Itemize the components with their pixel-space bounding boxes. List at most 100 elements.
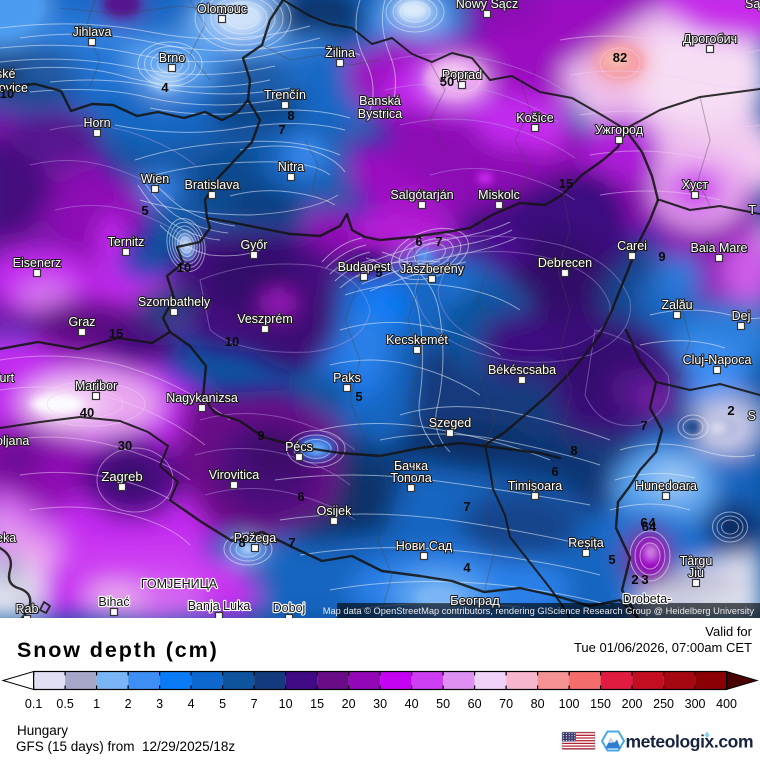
svg-text:Нови Сад: Нови Сад <box>396 539 453 553</box>
svg-text:Paks: Paks <box>333 371 361 385</box>
svg-text:Timișoara: Timișoara <box>509 480 563 494</box>
svg-text:Baia Mare: Baia Mare <box>692 242 749 256</box>
svg-text:6: 6 <box>551 464 558 479</box>
svg-text:Hunedoara: Hunedoara <box>635 479 697 493</box>
svg-text:T: T <box>748 203 756 217</box>
svg-text:Нови Сад: Нови Сад <box>397 540 454 554</box>
svg-text:15: 15 <box>109 326 123 341</box>
svg-text:Dej: Dej <box>733 310 752 324</box>
svg-text:Bratislava: Bratislava <box>185 178 240 192</box>
svg-text:Sącz: Sącz <box>745 0 760 11</box>
svg-text:Bystrica: Bystrica <box>358 107 403 121</box>
svg-text:50: 50 <box>440 74 454 89</box>
svg-text:Бачка: Бачка <box>395 460 429 474</box>
svg-text:Salgótarján: Salgótarján <box>392 189 455 203</box>
svg-text:Reșița: Reșița <box>569 537 604 551</box>
svg-text:8: 8 <box>238 535 245 550</box>
svg-text:2: 2 <box>631 572 638 587</box>
svg-text:Jászberény: Jászberény <box>401 263 466 277</box>
svg-text:5: 5 <box>355 389 362 404</box>
svg-text:Map data © OpenStreetMap contr: Map data © OpenStreetMap contributors, r… <box>323 606 755 616</box>
svg-text:Târgu: Târgu <box>681 555 714 569</box>
svg-text:Brno: Brno <box>160 52 186 66</box>
svg-text:meteologix.com: meteologix.com <box>626 732 754 752</box>
svg-text:Nagykanizsa: Nagykanizsa <box>166 391 238 405</box>
svg-text:Zalău: Zalău <box>663 299 694 313</box>
svg-text:5: 5 <box>141 203 148 218</box>
svg-text:1: 1 <box>93 697 100 711</box>
svg-text:4: 4 <box>188 697 195 711</box>
svg-text:7: 7 <box>463 499 470 514</box>
svg-text:Požega: Požega <box>235 532 277 546</box>
svg-text:4: 4 <box>648 515 656 530</box>
svg-text:Хуст: Хуст <box>683 179 709 193</box>
svg-text:Budapest: Budapest <box>338 260 391 274</box>
svg-text:Топола: Топола <box>390 471 431 485</box>
svg-text:Szeged: Szeged <box>429 416 471 430</box>
svg-text:Banská: Banská <box>359 94 401 108</box>
svg-text:Târgu: Târgu <box>680 554 713 568</box>
svg-text:Ternitz: Ternitz <box>109 236 146 250</box>
svg-text:7: 7 <box>278 122 285 137</box>
svg-text:7: 7 <box>640 418 647 433</box>
svg-text:Dej: Dej <box>732 309 751 323</box>
svg-text:Carei: Carei <box>617 239 647 253</box>
svg-text:Žilina: Žilina <box>326 46 356 61</box>
svg-text:20: 20 <box>342 697 356 711</box>
svg-text:2: 2 <box>125 697 132 711</box>
svg-text:Veszprém: Veszprém <box>237 312 293 326</box>
svg-text:Cluj-Napoca: Cluj-Napoca <box>684 354 753 368</box>
svg-text:Ужгород: Ужгород <box>596 124 645 138</box>
svg-text:Nowy Sącz: Nowy Sącz <box>457 0 520 12</box>
svg-text:Ternitz: Ternitz <box>108 235 145 249</box>
svg-text:Хуст: Хуст <box>682 178 708 192</box>
svg-text:jovice: jovice <box>0 81 28 95</box>
svg-text:Ужгород: Ужгород <box>595 123 644 137</box>
svg-text:15: 15 <box>559 176 573 191</box>
svg-text:Požega: Požega <box>234 531 276 545</box>
svg-text:Pécs: Pécs <box>286 441 314 455</box>
svg-text:4: 4 <box>463 560 471 575</box>
svg-text:Maribor: Maribor <box>76 380 118 394</box>
svg-text:10: 10 <box>279 697 293 711</box>
svg-text:Nagykanizsa: Nagykanizsa <box>167 392 239 406</box>
svg-text:Eisenerz: Eisenerz <box>13 256 62 270</box>
svg-text:Cluj-Napoca: Cluj-Napoca <box>683 353 752 367</box>
svg-text:Nowy Sącz: Nowy Sącz <box>456 0 519 11</box>
svg-text:Miskolc: Miskolc <box>478 188 520 202</box>
svg-text:Reșița: Reșița <box>568 536 603 550</box>
svg-text:Virovitica: Virovitica <box>210 469 261 483</box>
svg-text:2: 2 <box>727 403 734 418</box>
svg-text:Békéscsaba: Békéscsaba <box>489 364 557 378</box>
svg-text:Maribor: Maribor <box>75 379 117 393</box>
svg-text:Osijek: Osijek <box>318 505 353 519</box>
svg-text:Trenčín: Trenčín <box>265 89 307 103</box>
svg-text:Бачка: Бачка <box>394 459 428 473</box>
svg-text:Virovitica: Virovitica <box>209 468 260 482</box>
svg-text:Košice: Košice <box>517 112 555 126</box>
svg-text:250: 250 <box>653 697 674 711</box>
svg-text:Szombathely: Szombathely <box>139 296 212 310</box>
svg-text:8: 8 <box>570 443 577 458</box>
svg-text:9: 9 <box>658 249 665 264</box>
svg-text:ГОМЈЕНИЦА: ГОМЈЕНИЦА <box>141 577 218 591</box>
svg-text:Veszprém: Veszprém <box>238 313 294 327</box>
svg-text:Београд: Београд <box>450 593 500 608</box>
svg-text:10: 10 <box>225 334 239 349</box>
svg-text:Zagreb: Zagreb <box>103 470 144 485</box>
svg-text:Debrecen: Debrecen <box>539 257 593 271</box>
svg-text:200: 200 <box>622 697 643 711</box>
svg-text:0.1: 0.1 <box>25 697 42 711</box>
svg-text:Győr: Győr <box>242 239 269 253</box>
svg-text:80: 80 <box>531 697 545 711</box>
svg-text:oljana: oljana <box>0 434 29 448</box>
svg-text:Salgótarján: Salgótarján <box>390 188 453 202</box>
svg-text:Brno: Brno <box>159 51 185 65</box>
svg-text:Szombathely: Szombathely <box>138 295 211 309</box>
svg-text:ské: ské <box>0 67 16 81</box>
svg-text:Timișoara: Timișoara <box>508 479 562 493</box>
svg-text:Horn: Horn <box>83 116 110 130</box>
svg-text:5: 5 <box>219 697 226 711</box>
svg-text:Дрогобич: Дрогобич <box>683 32 737 46</box>
svg-text:3: 3 <box>641 572 648 587</box>
